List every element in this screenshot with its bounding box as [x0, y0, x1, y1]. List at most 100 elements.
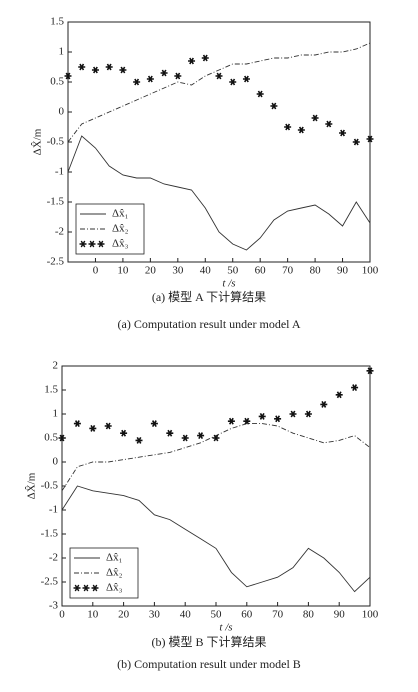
star-point	[320, 400, 328, 408]
star-point	[166, 429, 174, 437]
series-line	[67, 135, 371, 251]
y-tick-label: 0.5	[50, 76, 64, 88]
legend-label: Δx̂₂	[112, 223, 129, 235]
star-point	[352, 138, 360, 146]
x-tick-label: 20	[145, 265, 157, 277]
star-point	[311, 114, 319, 122]
x-axis-label: t /s	[222, 278, 235, 290]
y-axis-label: ΔX̂/m	[30, 128, 43, 155]
star-point	[335, 391, 343, 399]
star-point	[227, 417, 235, 425]
star-point	[284, 123, 292, 131]
star-point	[174, 72, 182, 80]
star-point	[150, 420, 158, 428]
star-point	[135, 436, 143, 444]
x-tick-label: 40	[180, 609, 192, 621]
star-point	[351, 384, 359, 392]
x-tick-label: 50	[227, 265, 239, 277]
legend-swatch	[82, 584, 90, 592]
star-point	[229, 78, 237, 86]
star-point	[212, 434, 220, 442]
star-point	[256, 90, 264, 98]
legend-swatch	[88, 240, 96, 248]
x-tick-label: 20	[118, 609, 130, 621]
y-tick-label: 0.5	[44, 432, 58, 444]
star-point	[366, 367, 374, 375]
x-tick-label: 60	[255, 265, 267, 277]
star-point	[258, 412, 266, 420]
legend-swatch	[73, 584, 81, 592]
caption-en: (b) Computation result under model B	[117, 657, 301, 671]
x-tick-label: 10	[87, 609, 99, 621]
star-point	[181, 434, 189, 442]
y-tick-label: -2.5	[47, 256, 65, 268]
star-point	[73, 420, 81, 428]
star-point	[274, 415, 282, 423]
star-point	[339, 129, 347, 137]
star-point	[146, 75, 154, 83]
y-tick-label: -0.5	[47, 136, 65, 148]
star-point	[160, 69, 168, 77]
star-point	[197, 432, 205, 440]
x-tick-label: 80	[310, 265, 322, 277]
star-point	[188, 57, 196, 65]
y-tick-label: -0.5	[41, 480, 59, 492]
star-point	[366, 135, 374, 143]
star-point	[289, 410, 297, 418]
y-tick-label: 0	[53, 456, 59, 468]
y-tick-label: 1	[53, 408, 59, 420]
star-point	[89, 424, 97, 432]
y-tick-label: -1	[55, 166, 64, 178]
legend-label: Δx̂₂	[106, 567, 123, 579]
x-tick-label: 90	[337, 265, 349, 277]
legend-swatch	[79, 240, 87, 248]
star-point	[270, 102, 278, 110]
star-point	[304, 410, 312, 418]
legend-label: Δx̂₃	[112, 238, 129, 250]
star-point	[215, 72, 223, 80]
y-tick-label: -2	[55, 226, 64, 238]
legend-box	[75, 203, 145, 255]
legend-swatch	[91, 584, 99, 592]
star-point	[120, 429, 128, 437]
star-point	[242, 75, 250, 83]
y-tick-label: -1.5	[41, 528, 59, 540]
y-tick-label: 0	[59, 106, 65, 118]
caption-cn: (a) 模型 A 下计算结果	[152, 289, 266, 304]
x-tick-label: 90	[334, 609, 346, 621]
caption-cn: (b) 模型 B 下计算结果	[152, 634, 267, 649]
x-tick-label: 40	[200, 265, 212, 277]
y-tick-label: 1.5	[50, 16, 64, 28]
y-tick-label: -2.5	[41, 576, 59, 588]
legend-label: Δx̂₁	[112, 208, 129, 220]
x-tick-label: 30	[149, 609, 161, 621]
star-point	[119, 66, 127, 74]
y-tick-label: 1.5	[44, 384, 58, 396]
x-tick-label: 60	[241, 609, 253, 621]
x-tick-label: 50	[211, 609, 223, 621]
y-tick-label: 1	[59, 46, 65, 58]
series-line	[61, 423, 371, 492]
x-axis-label: t /s	[219, 622, 232, 634]
y-tick-label: -1	[49, 504, 58, 516]
star-point	[105, 63, 113, 71]
star-point	[91, 66, 99, 74]
star-point	[201, 54, 209, 62]
series-line	[61, 485, 371, 593]
series-line	[67, 42, 371, 143]
x-tick-label: 0	[59, 609, 65, 621]
x-tick-label: 100	[362, 265, 379, 277]
x-tick-label: 100	[362, 609, 379, 621]
star-point	[58, 434, 66, 442]
legend-label: Δx̂₃	[106, 582, 123, 594]
x-tick-label: 80	[303, 609, 315, 621]
x-tick-label: 30	[172, 265, 184, 277]
y-tick-label: -1.5	[47, 196, 65, 208]
y-axis-label: ΔX̂/m	[24, 472, 37, 499]
y-tick-label: -2	[49, 552, 58, 564]
x-tick-label: 10	[117, 265, 129, 277]
star-point	[297, 126, 305, 134]
star-point	[64, 72, 72, 80]
legend-swatch	[97, 240, 105, 248]
star-point	[104, 422, 112, 430]
